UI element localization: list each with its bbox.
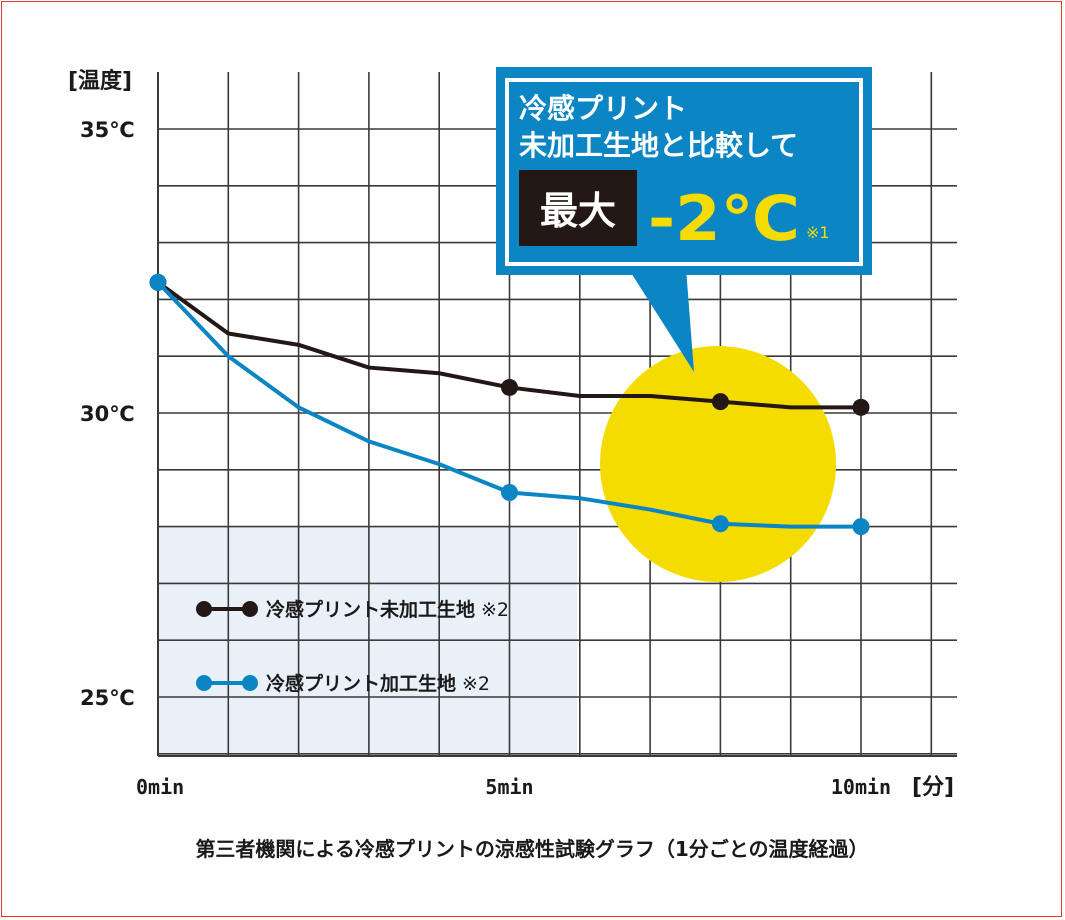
legend-marker-treated	[242, 675, 258, 691]
legend-label-untreated: 冷感プリント未加工生地 ※2	[266, 598, 509, 621]
y-tick-label: 25℃	[80, 686, 135, 710]
x-tick-label: 5min	[485, 775, 533, 799]
legend-marker-untreated	[196, 601, 212, 617]
legend-background	[158, 527, 577, 756]
callout-inner	[505, 78, 863, 266]
callout-prefix: 最大	[540, 189, 616, 233]
x-tick-label: 0min	[136, 775, 184, 799]
x-axis-ticks: 0min 5min 10min	[136, 775, 891, 799]
data-point	[711, 515, 729, 533]
legend-label-treated: 冷感プリント加工生地 ※2	[266, 672, 490, 695]
y-axis-ticks: 35℃ 30℃ 25℃	[80, 118, 135, 710]
data-point	[149, 273, 167, 291]
data-point	[501, 378, 518, 396]
x-tick-label: 10min	[831, 775, 891, 799]
legend: 冷感プリント未加工生地 ※2 冷感プリント加工生地 ※2	[196, 598, 509, 695]
y-axis-label: [温度]	[68, 68, 132, 94]
callout-pointer	[628, 268, 694, 372]
highlight-circle	[600, 346, 836, 582]
chart-caption: 第三者機関による冷感プリントの涼感性試験グラフ（1分ごとの温度経過）	[195, 837, 868, 861]
legend-marker-untreated	[242, 601, 258, 617]
y-tick-label: 30℃	[80, 402, 135, 426]
callout-prefix-box	[519, 170, 637, 246]
x-axis-label: [分]	[912, 775, 954, 800]
data-point	[501, 484, 518, 502]
callout-note: ※1	[806, 223, 830, 242]
legend-marker-treated	[196, 675, 212, 691]
series-layer	[149, 273, 870, 536]
data-point	[711, 393, 729, 411]
y-tick-label: 35℃	[80, 118, 135, 142]
data-point	[852, 398, 870, 416]
callout-title-line1: 冷感プリント	[519, 92, 687, 125]
data-point	[852, 518, 870, 536]
callout-title-line2: 未加工生地と比較して	[519, 129, 798, 162]
callout-value: -2℃	[648, 182, 800, 255]
callout-box: 冷感プリント 未加工生地と比較して 最大 -2℃ ※1	[496, 67, 872, 372]
